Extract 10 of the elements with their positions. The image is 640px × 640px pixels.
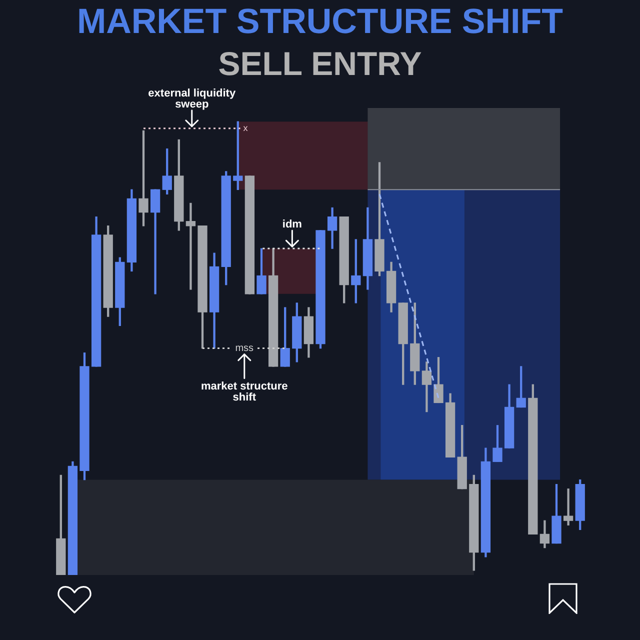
annotation: market structure shift bbox=[200, 380, 288, 404]
candlestick bbox=[186, 202, 196, 290]
chart-subtitle: SELL ENTRY bbox=[217, 45, 423, 83]
annotation: external liquidity sweep bbox=[148, 87, 236, 110]
annotation: idm bbox=[282, 218, 302, 231]
chart-title: MARKET STRUCTURE SHIFT bbox=[76, 2, 564, 42]
candlestick bbox=[563, 488, 574, 526]
ref-line-label: mss bbox=[235, 343, 254, 354]
candlestick bbox=[150, 189, 160, 294]
ref-line-label: x bbox=[243, 122, 248, 133]
